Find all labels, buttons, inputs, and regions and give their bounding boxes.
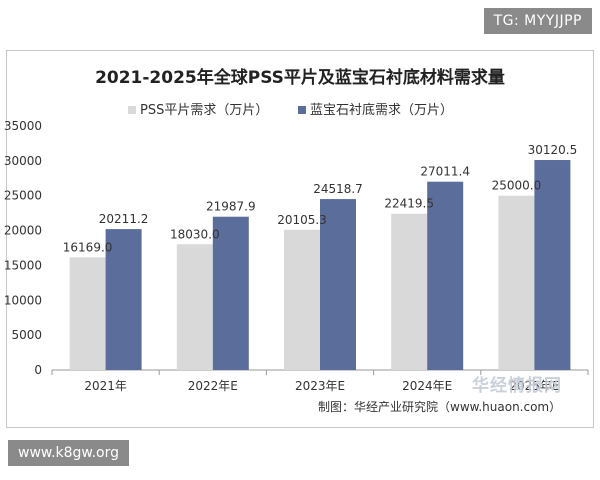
bars (69, 160, 571, 370)
bar-2-1 (105, 229, 142, 370)
value-label-1-4: 22419.5 (384, 197, 434, 211)
source-note: 制图：华经产业研究院（www.huaon.com） (318, 400, 562, 414)
y-tick-label-4: 20000 (4, 224, 42, 238)
bar-2-5 (534, 160, 571, 370)
x-tick-label-2: 2022年E (188, 379, 238, 393)
value-label-1-3: 20105.3 (277, 213, 327, 227)
value-label-2-1: 20211.2 (99, 212, 149, 226)
bar-1-2 (176, 244, 213, 370)
value-label-2-5: 30120.5 (528, 143, 578, 157)
y-tick-label-0: 0 (34, 363, 42, 377)
value-label-2-4: 27011.4 (420, 165, 470, 179)
legend-swatch-2 (298, 106, 306, 114)
value-label-2-3: 24518.7 (313, 182, 363, 196)
value-label-1-2: 18030.0 (170, 227, 220, 241)
legend-label-1: PSS平片需求（万片） (140, 103, 268, 118)
bar-1-1 (69, 257, 106, 370)
x-tick-label-3: 2023年E (295, 379, 345, 393)
watermark-top: TG: MYYJJPP (483, 8, 592, 34)
bar-1-4 (391, 213, 428, 370)
bar-2-2 (212, 216, 249, 370)
value-labels: 16169.0 20211.2 18030.0 21987.9 20105.3 24518… (63, 143, 577, 254)
y-tick-label-3: 15000 (4, 258, 42, 272)
legend: PSS平片需求（万片） 蓝宝石衬底需求（万片） (128, 102, 453, 118)
y-axis: 0 5000 10000 15000 20000 25000 30000 35000 (4, 119, 42, 377)
y-tick-label-6: 30000 (4, 154, 42, 168)
logo-watermark: 华经情报网 (472, 376, 562, 396)
value-label-2-2: 21987.9 (206, 200, 256, 214)
y-tick-label-5: 25000 (4, 189, 42, 203)
x-tick-label-1: 2021年 (84, 379, 127, 393)
value-label-1-1: 16169.0 (63, 240, 113, 254)
legend-swatch-1 (128, 106, 136, 114)
legend-label-2: 蓝宝石衬底需求（万片） (310, 102, 453, 118)
y-tick-label-2: 10000 (4, 293, 42, 307)
value-label-1-5: 25000.0 (492, 179, 542, 193)
bar-1-5 (498, 195, 535, 370)
bar-2-4 (427, 181, 464, 370)
watermark-bottom: www.k8gw.org (8, 440, 129, 466)
bar-2-3 (320, 199, 356, 370)
x-tick-label-4: 2024年E (402, 379, 452, 393)
chart-title: 2021-2025年全球PSS平片及蓝宝石衬底材料需求量 (95, 67, 505, 88)
x-tick-label-5: 2025年E (509, 379, 559, 393)
y-tick-label-7: 35000 (4, 119, 42, 133)
y-tick-label-1: 5000 (11, 328, 42, 342)
bar-1-3 (284, 229, 320, 370)
